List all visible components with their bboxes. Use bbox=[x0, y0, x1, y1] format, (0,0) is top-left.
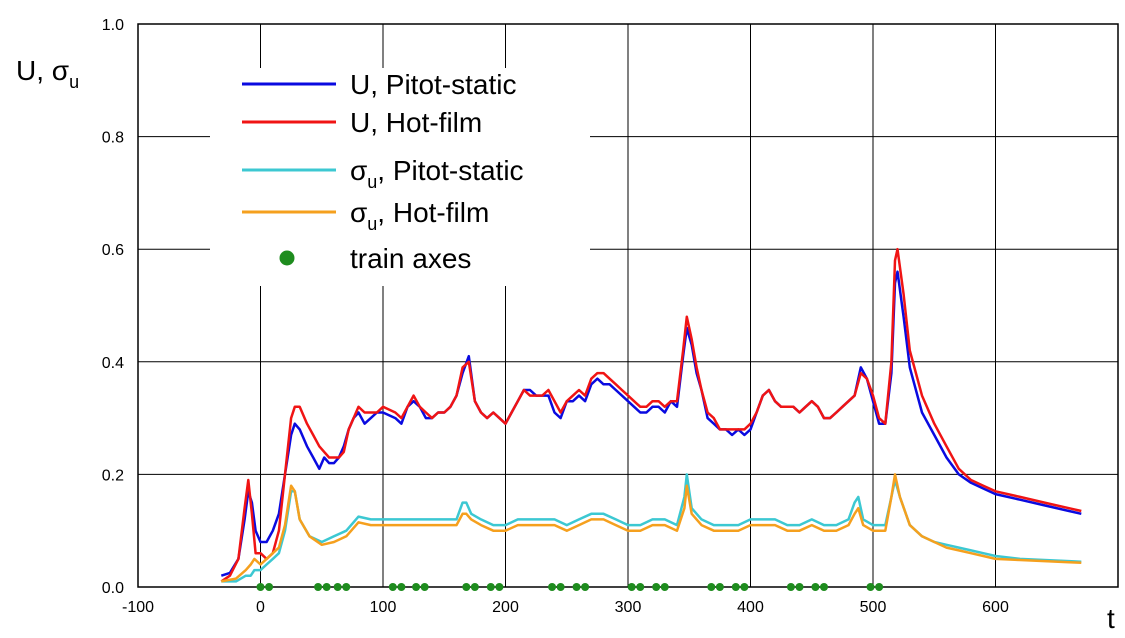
train-axle-marker bbox=[875, 583, 884, 591]
y-tick-label: 0.8 bbox=[102, 130, 124, 147]
train-axle-marker bbox=[866, 583, 875, 591]
y-axis-label: U, σu bbox=[16, 55, 79, 92]
legend-label-3: σu, Hot-film bbox=[350, 197, 489, 234]
train-axle-marker bbox=[652, 583, 661, 591]
train-axle-marker bbox=[820, 583, 828, 591]
x-tick-label: 100 bbox=[370, 599, 397, 616]
train-axle-marker bbox=[388, 583, 397, 591]
train-axle-marker bbox=[581, 583, 590, 591]
train-axle-marker bbox=[556, 583, 565, 591]
train-axle-marker bbox=[412, 583, 421, 591]
tick-labels: -100 0 100 200 300 400 500 600 0.0 0.2 0.4 0.6 0.8 1.… bbox=[102, 17, 1009, 616]
x-tick-label: 200 bbox=[492, 599, 519, 616]
x-tick-label: -100 bbox=[122, 599, 154, 616]
x-axis-label: t bbox=[1107, 603, 1115, 634]
train-axle-marker bbox=[740, 583, 749, 591]
train-axle-marker bbox=[486, 583, 495, 591]
y-tick-label: 0.0 bbox=[102, 580, 124, 597]
train-axle-marker bbox=[495, 583, 504, 591]
legend-background bbox=[210, 68, 590, 286]
train-axle-marker bbox=[715, 583, 724, 591]
legend: U, Pitot-static U, Hot-film σu, Pitot-stat… bbox=[210, 68, 590, 286]
x-tick-label: 600 bbox=[982, 599, 1009, 616]
train-axle-marker bbox=[548, 583, 557, 591]
train-axle-marker bbox=[636, 583, 645, 591]
y-tick-label: 0.6 bbox=[102, 242, 124, 259]
train-axes-markers bbox=[256, 583, 884, 591]
legend-label-0: U, Pitot-static bbox=[350, 69, 516, 100]
train-axle-marker bbox=[265, 583, 274, 591]
y-tick-label: 0.2 bbox=[102, 467, 124, 484]
train-axle-marker bbox=[627, 583, 636, 591]
train-axle-marker bbox=[707, 583, 716, 591]
train-axle-marker bbox=[660, 583, 669, 591]
train-axle-marker bbox=[811, 583, 820, 591]
x-tick-label: 500 bbox=[860, 599, 887, 616]
train-axle-marker bbox=[322, 583, 331, 591]
legend-swatch-4 bbox=[279, 250, 295, 266]
train-axle-marker bbox=[314, 583, 323, 591]
train-axle-marker bbox=[795, 583, 804, 591]
train-axle-marker bbox=[256, 583, 265, 591]
train-axle-marker bbox=[572, 583, 581, 591]
train-axle-marker bbox=[333, 583, 342, 591]
series-line-3 bbox=[221, 473, 1082, 583]
x-tick-label: 0 bbox=[256, 599, 265, 616]
train-axle-marker bbox=[731, 583, 740, 591]
series-lines bbox=[220, 247, 1082, 583]
train-axle-marker bbox=[462, 583, 471, 591]
y-tick-label: 0.4 bbox=[102, 355, 124, 372]
train-axle-marker bbox=[470, 583, 479, 591]
train-axle-marker bbox=[786, 583, 795, 591]
train-axle-marker bbox=[420, 583, 429, 591]
y-tick-label: 1.0 bbox=[102, 17, 124, 34]
series-line-1 bbox=[220, 247, 1082, 583]
train-axle-marker bbox=[342, 583, 351, 591]
legend-label-1: U, Hot-film bbox=[350, 107, 482, 138]
train-axle-marker bbox=[397, 583, 406, 591]
x-tick-label: 400 bbox=[737, 599, 764, 616]
legend-label-2: σu, Pitot-static bbox=[350, 155, 524, 192]
series-line-2 bbox=[221, 473, 1082, 583]
legend-label-4: train axes bbox=[350, 243, 471, 274]
x-tick-label: 300 bbox=[615, 599, 642, 616]
